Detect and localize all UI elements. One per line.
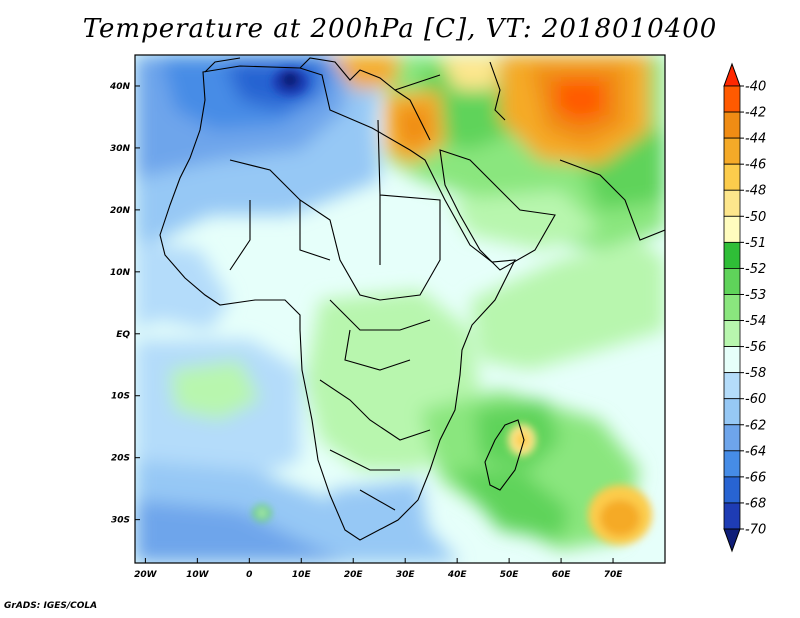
colorbar-label: -50 xyxy=(745,210,766,225)
colorbar-swatch xyxy=(723,424,741,452)
colorbar-label: -46 xyxy=(745,158,766,173)
colorbar-label: -51 xyxy=(745,236,766,251)
grads-credit: GrADS: IGES/COLA xyxy=(4,601,98,611)
colorbar-swatch xyxy=(723,320,741,347)
colorbar-swatch xyxy=(723,268,741,295)
map-axes: 20W 10W 0 10E 20E 30E 40E 50E 60E 70E 40N 30N 20N 10N… xyxy=(109,82,623,580)
colorbar-label: -40 xyxy=(745,80,766,95)
colorbar-swatch xyxy=(723,398,741,426)
colorbar-label: -44 xyxy=(745,132,766,147)
colorbar-label: -62 xyxy=(745,418,766,433)
lon-tick-label: 60E xyxy=(552,570,572,580)
lat-tick-label: 20S xyxy=(111,454,130,464)
colorbar: -40 -42 -44 -46 -48 -50 -51 -52 -53 -54 -56 -58 -60 -… xyxy=(723,62,766,553)
lat-tick-label: 10S xyxy=(111,392,130,402)
lon-tick-label: 0 xyxy=(246,570,252,580)
lat-tick-label: 10N xyxy=(110,268,131,278)
colorbar-label: -53 xyxy=(745,288,766,303)
colorbar-label: -58 xyxy=(745,366,766,381)
colorbar-swatch xyxy=(723,294,741,321)
colorbar-top-arrow xyxy=(723,62,741,87)
colorbar-label: -48 xyxy=(745,184,766,199)
colorbar-swatch xyxy=(723,346,741,374)
colorbar-swatch xyxy=(723,502,741,530)
colorbar-label: -42 xyxy=(745,106,766,121)
lon-tick-label: 30E xyxy=(396,570,416,580)
lon-tick-label: 40E xyxy=(447,570,468,580)
lat-tick-label: 30N xyxy=(110,144,131,154)
colorbar-swatch xyxy=(723,163,741,191)
lat-tick-label: EQ xyxy=(116,330,130,340)
lon-tick-label: 10E xyxy=(292,570,312,580)
lon-tick-label: 50E xyxy=(500,570,520,580)
colorbar-label: -68 xyxy=(745,496,766,511)
colorbar-swatch xyxy=(723,450,741,478)
lon-tick-label: 70E xyxy=(604,570,624,580)
coastlines xyxy=(159,57,665,541)
map-frame xyxy=(134,54,666,564)
colorbar-swatch xyxy=(723,111,741,139)
temperature-field xyxy=(135,55,665,563)
lat-tick-label: 20N xyxy=(110,206,131,216)
colorbar-swatch xyxy=(723,241,741,269)
lon-tick-label: 20E xyxy=(344,570,364,580)
colorbar-label: -64 xyxy=(745,444,766,459)
colorbar-bottom-arrow xyxy=(723,528,741,553)
colorbar-swatch xyxy=(723,476,741,504)
colorbar-label: -66 xyxy=(745,470,766,485)
colorbar-label: -56 xyxy=(745,340,766,355)
colorbar-swatch xyxy=(723,137,741,165)
colorbar-swatch xyxy=(723,372,741,400)
colorbar-swatch xyxy=(723,189,741,217)
lat-tick-label: 40N xyxy=(109,82,131,92)
colorbar-swatch xyxy=(723,85,741,113)
colorbar-label: -54 xyxy=(745,314,766,329)
lon-tick-label: 10W xyxy=(186,570,210,580)
colorbar-label: -60 xyxy=(745,392,766,407)
colorbar-label: -52 xyxy=(745,262,766,277)
lon-tick-label: 20W xyxy=(134,570,158,580)
chart-title: Temperature at 200hPa [C], VT: 201801040… xyxy=(82,14,718,44)
lat-tick-label: 30S xyxy=(111,516,130,526)
colorbar-swatch xyxy=(723,215,741,243)
colorbar-label: -70 xyxy=(745,523,766,538)
